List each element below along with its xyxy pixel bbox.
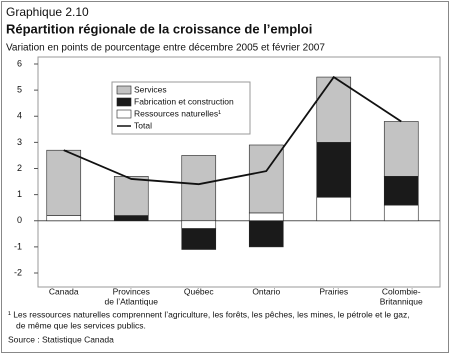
bar-segment	[248, 220, 284, 248]
y-tick-label: 1	[17, 189, 22, 199]
legend-swatch	[116, 85, 132, 95]
x-tick-label: Britannique	[380, 296, 423, 306]
footnote: ¹ Les ressources naturelles comprennent …	[8, 309, 410, 319]
bar-segment	[383, 121, 419, 177]
x-tick-label: Québec	[184, 286, 215, 296]
y-tick-label: -1	[14, 241, 22, 251]
bar-segment	[316, 76, 352, 143]
y-tick-label: 4	[17, 111, 22, 121]
chart-title: Répartition régionale de la croissance d…	[6, 21, 312, 36]
x-tick-label: Canada	[49, 286, 79, 296]
chart-label: Graphique 2.10	[6, 5, 89, 19]
legend-label: Services	[134, 84, 167, 94]
legend-label: Ressources naturelles¹	[134, 108, 221, 118]
bar-segment	[113, 176, 149, 216]
bar-segment	[181, 155, 217, 222]
bar-segment	[383, 204, 419, 222]
frame	[1, 1, 449, 353]
bar-segment	[181, 228, 217, 250]
y-tick-label: 0	[17, 215, 22, 225]
chart-subtitle: Variation en points de pourcentage entre…	[6, 43, 325, 54]
legend-swatch	[116, 109, 132, 119]
y-tick-label: 2	[17, 163, 22, 173]
y-tick-label: 6	[17, 58, 22, 68]
bar-segment	[248, 212, 284, 222]
x-tick-label: de l’Atlantique	[105, 296, 159, 306]
bar-segment	[181, 220, 217, 229]
legend-box	[111, 81, 251, 135]
y-tick-label: 5	[17, 85, 22, 95]
legend-label: Total	[134, 120, 152, 130]
x-tick-label: Ontario	[252, 286, 280, 296]
legend-swatch	[116, 97, 132, 107]
total-line	[63, 75, 402, 186]
bar-segment	[316, 196, 352, 222]
footnote: de même que les services publics.	[16, 320, 146, 330]
plot-frame	[37, 56, 441, 288]
y-tick-label: 3	[17, 137, 22, 147]
x-tick-label: Provinces	[113, 286, 150, 296]
bar-segment	[383, 176, 419, 206]
bar-segment	[46, 149, 82, 216]
y-tick-label: -2	[14, 267, 22, 277]
x-tick-label: Prairies	[319, 286, 348, 296]
bar-segment	[316, 142, 352, 198]
x-tick-label: Colombie-	[382, 286, 421, 296]
legend-label: Fabrication et construction	[134, 96, 234, 106]
bar-segment	[46, 215, 82, 222]
source: Source : Statistique Canada	[8, 334, 114, 344]
bar-segment	[113, 215, 149, 222]
